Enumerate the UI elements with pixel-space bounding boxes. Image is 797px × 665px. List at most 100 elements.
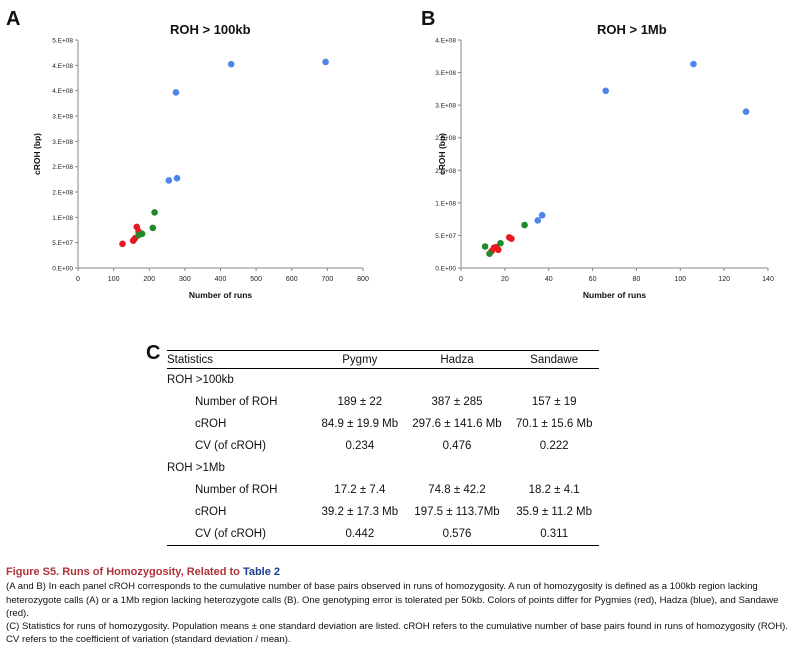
data-point [151, 209, 158, 216]
section-row: ROH >1Mb [167, 457, 599, 479]
data-point [602, 87, 610, 95]
y-tick-label: 0.E+00 [435, 266, 456, 273]
table-row: Number of ROH 189 ± 22 387 ± 285 157 ± 1… [167, 391, 599, 413]
x-tick-label: 700 [322, 276, 334, 283]
data-point [172, 89, 180, 96]
data-point [538, 211, 546, 219]
panel-b-title: ROH > 1Mb [597, 22, 667, 37]
data-point [227, 60, 235, 68]
y-axis-label: cROH (bp) [32, 133, 42, 175]
x-tick-label: 100 [674, 276, 686, 283]
header-pygmy: Pygmy [315, 350, 405, 369]
section-label: ROH >100kb [167, 374, 234, 386]
header-statistics: Statistics [167, 350, 315, 369]
y-tick-label: 2.E+08 [52, 190, 73, 197]
row-label: cROH [195, 418, 227, 430]
y-tick-label: 4.E+08 [435, 38, 456, 45]
section-label: ROH >1Mb [167, 462, 225, 474]
cell-pygmy: 39.2 ± 17.3 Mb [321, 506, 399, 518]
header-sandawe: Sandawe [509, 350, 599, 369]
cell-sandawe: 0.222 [539, 440, 569, 452]
table-header-row: Statistics Pygmy Hadza Sandawe [167, 350, 599, 369]
data-point [322, 58, 329, 66]
table-row: cROH 39.2 ± 17.3 Mb 197.5 ± 113.7Mb 35.9… [167, 501, 599, 523]
data-point [742, 108, 750, 115]
y-tick-label: 5.E+07 [52, 240, 73, 247]
cell-hadza: 74.8 ± 42.2 [428, 484, 486, 496]
y-tick-label: 4.E+08 [52, 88, 73, 95]
y-axis-label: cROH (bp) [437, 133, 447, 175]
row-label: CV (of cROH) [195, 440, 266, 452]
data-point [521, 221, 528, 229]
cell-sandawe: 70.1 ± 15.6 Mb [515, 418, 593, 430]
x-tick-label: 60 [589, 276, 597, 283]
y-tick-label: 1.E+08 [435, 200, 456, 207]
cell-sandawe: 35.9 ± 11.2 Mb [516, 506, 593, 518]
x-tick-label: 800 [357, 276, 369, 283]
row-label: cROH [195, 506, 227, 518]
table-row: CV (of cROH) 0.442 0.576 0.311 [167, 523, 599, 546]
y-tick-label: 0.E+00 [52, 266, 73, 273]
y-tick-label: 5.E+07 [435, 233, 456, 240]
data-point [486, 250, 493, 257]
table-2-link[interactable]: Table 2 [242, 566, 281, 578]
cell-hadza: 197.5 ± 113.7Mb [414, 506, 500, 518]
table-row: Number of ROH 17.2 ± 7.4 74.8 ± 42.2 18.… [167, 479, 599, 501]
data-point [138, 230, 146, 238]
panel-b-letter: B [421, 8, 436, 30]
y-tick-label: 5.E+08 [52, 38, 73, 45]
x-tick-label: 100 [108, 276, 120, 283]
cell-sandawe: 0.311 [509, 523, 599, 546]
x-tick-label: 20 [501, 276, 509, 283]
table-row: cROH 84.9 ± 19.9 Mb 297.6 ± 141.6 Mb 70.… [167, 413, 599, 435]
x-tick-label: 40 [545, 276, 553, 283]
header-hadza: Hadza [404, 350, 510, 369]
panel-c-letter: C [146, 342, 161, 364]
cell-pygmy: 189 ± 22 [337, 396, 383, 408]
data-point [481, 243, 489, 250]
data-point [497, 239, 504, 247]
y-tick-label: 3.E+08 [52, 139, 73, 146]
caption-paragraph-ab: (A and B) In each panel cROH corresponds… [6, 581, 779, 619]
data-point [165, 177, 173, 184]
caption-title-prefix: Figure S5. Runs of Homozygosity, Related… [6, 566, 243, 578]
x-axis-label: Number of runs [583, 290, 647, 300]
section-row: ROH >100kb [167, 369, 599, 392]
caption-title: Figure S5. Runs of Homozygosity, Related… [6, 566, 792, 579]
data-point [173, 174, 181, 182]
panel-a-letter: A [6, 8, 21, 30]
x-tick-label: 500 [250, 276, 262, 283]
row-label: CV (of cROH) [181, 523, 315, 546]
y-tick-label: 2.E+08 [435, 168, 456, 175]
data-point [690, 60, 697, 68]
cell-sandawe: 18.2 ± 4.1 [528, 484, 580, 496]
caption-paragraph-c: (C) Statistics for runs of homozygosity.… [6, 621, 789, 646]
data-point [508, 235, 515, 242]
data-point [149, 224, 157, 232]
data-point [494, 246, 502, 254]
panel-b-scatter-chart: 0.E+00 5.E+07 1.E+08 2.E+08 2.E+08 3.E+08 3.E+… [435, 38, 774, 301]
cell-hadza: 387 ± 285 [431, 396, 483, 408]
x-tick-label: 400 [215, 276, 227, 283]
x-tick-label: 200 [143, 276, 155, 283]
figure-caption: Figure S5. Runs of Homozygosity, Related… [6, 566, 792, 647]
table-row: CV (of cROH) 0.234 0.476 0.222 [167, 435, 599, 457]
x-tick-label: 140 [762, 276, 774, 283]
x-tick-label: 0 [76, 276, 80, 283]
row-label: Number of ROH [195, 396, 278, 408]
y-tick-label: 2.E+08 [52, 164, 73, 171]
cell-pygmy: 17.2 ± 7.4 [334, 484, 386, 496]
statistics-table: Statistics Pygmy Hadza Sandawe ROH >100k… [167, 350, 599, 546]
x-tick-label: 300 [179, 276, 191, 283]
data-point [119, 240, 126, 248]
panel-a-title: ROH > 100kb [170, 22, 251, 37]
cell-pygmy: 84.9 ± 19.9 Mb [321, 418, 399, 430]
y-tick-label: 3.E+08 [52, 114, 73, 121]
panel-a-scatter-chart: 0.E+00 5.E+07 1.E+08 2.E+08 2.E+08 3.E+08 3.E+… [32, 38, 369, 301]
x-tick-label: 600 [286, 276, 298, 283]
y-tick-label: 3.E+08 [435, 103, 456, 110]
row-label: Number of ROH [195, 484, 278, 496]
x-tick-label: 80 [633, 276, 641, 283]
cell-pygmy: 0.442 [315, 523, 405, 546]
cell-sandawe: 157 ± 19 [531, 396, 577, 408]
